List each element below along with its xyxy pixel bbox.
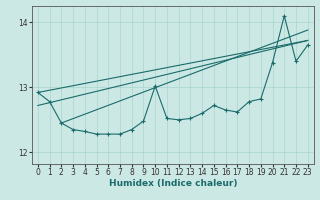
X-axis label: Humidex (Indice chaleur): Humidex (Indice chaleur) — [108, 179, 237, 188]
